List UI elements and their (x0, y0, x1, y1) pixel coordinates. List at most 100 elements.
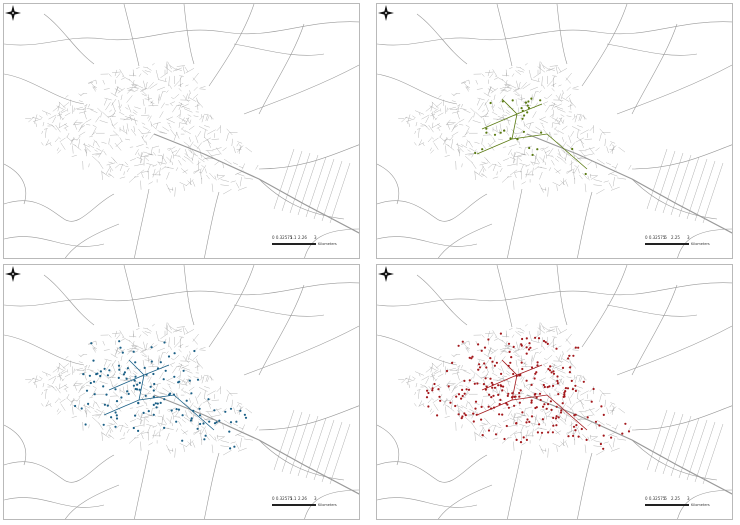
incident-point (518, 391, 521, 395)
incident-point (114, 425, 117, 428)
incident-point (582, 380, 585, 383)
incident-point (563, 395, 566, 398)
incident-point (506, 403, 509, 406)
rural-road (43, 13, 95, 65)
incident-point (488, 393, 491, 396)
incident-point (491, 386, 494, 389)
incident-point (530, 383, 533, 386)
rural-road (377, 282, 732, 307)
incident-point (108, 369, 111, 372)
field-line (273, 409, 295, 471)
incident-point (154, 402, 157, 405)
incident-point (574, 389, 577, 392)
incident-point (500, 372, 503, 375)
incident-point (427, 391, 430, 395)
incident-point (599, 442, 602, 446)
incident-point (533, 377, 536, 380)
scale-unit: Kilometers (318, 242, 337, 246)
rural-road (4, 334, 85, 366)
road-layer (4, 265, 359, 519)
field-line (694, 160, 716, 222)
incident-point (93, 393, 96, 396)
field-line (654, 411, 676, 473)
incident-point (528, 420, 531, 423)
incident-point (536, 148, 539, 151)
incident-point (163, 398, 166, 401)
incident-point (627, 430, 631, 433)
incident-point (102, 423, 105, 426)
rural-road (631, 178, 718, 220)
incident-point (505, 424, 508, 428)
incident-point (137, 429, 140, 432)
incident-point (552, 416, 555, 419)
incident-point (474, 151, 477, 155)
incident-point (480, 349, 483, 352)
incident-point (198, 414, 202, 417)
incident-point (437, 388, 440, 391)
incident-point (208, 420, 211, 423)
incident-point (117, 364, 121, 367)
incident-point (550, 408, 553, 411)
incident-point (465, 388, 468, 391)
incident-point (499, 332, 502, 335)
rural-road (377, 454, 488, 483)
incident-point (537, 337, 541, 340)
incident-point (202, 422, 205, 425)
field-line (702, 162, 724, 224)
rural-road (616, 64, 732, 115)
incident-point (512, 345, 515, 348)
rural-road (616, 325, 732, 376)
incident-point (484, 377, 487, 380)
incident-point (536, 364, 539, 367)
incident-point (126, 367, 129, 370)
incident-point (515, 438, 518, 441)
incident-point (506, 394, 509, 397)
rural-road (581, 4, 628, 87)
incident-point (519, 441, 523, 444)
incident-point (521, 117, 524, 120)
highway (153, 133, 359, 234)
incident-point (586, 416, 589, 419)
rural-road (416, 274, 468, 326)
incident-point (110, 416, 113, 419)
incident-point (542, 405, 545, 408)
incident-point (190, 392, 193, 395)
incident-point (105, 393, 108, 396)
incident-point (138, 388, 141, 391)
incident-point (156, 402, 159, 405)
incident-point (556, 379, 559, 383)
incident-point (460, 417, 463, 420)
incident-point (485, 127, 488, 130)
incident-point (478, 366, 482, 369)
incident-point (189, 419, 193, 422)
incident-point (474, 400, 478, 403)
incident-point (487, 338, 490, 341)
incident-point (239, 409, 242, 412)
incident-point (598, 424, 601, 427)
incident-point (568, 354, 571, 357)
incident-point (521, 367, 524, 371)
rural-road (631, 23, 678, 115)
incident-point (475, 413, 478, 416)
corridor-line (476, 359, 588, 431)
rural-road (123, 4, 140, 67)
rural-road (377, 193, 488, 222)
incident-point (163, 426, 166, 429)
incident-point (555, 415, 558, 418)
incident-point (580, 427, 583, 431)
incident-point (244, 416, 248, 419)
scale-bar: 0 0.32575 1.1 2.26 3 Kilometers (272, 235, 337, 255)
incident-point (555, 405, 558, 408)
incident-point (474, 407, 477, 410)
incident-point (515, 422, 518, 425)
incident-point (133, 379, 136, 382)
incident-point (82, 373, 85, 376)
incident-point (454, 404, 457, 408)
incident-point (177, 381, 180, 384)
incident-point (132, 384, 135, 387)
incident-point (521, 337, 524, 341)
field-line (662, 152, 684, 214)
incident-point (198, 407, 201, 410)
incident-point (540, 131, 543, 134)
incident-point (96, 372, 99, 375)
